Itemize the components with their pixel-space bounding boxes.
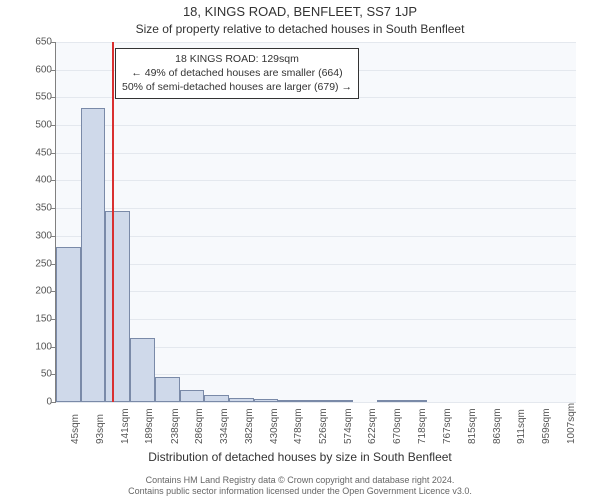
histogram-bar bbox=[180, 390, 205, 402]
y-tick-label: 0 bbox=[26, 397, 52, 408]
histogram-bar bbox=[81, 108, 106, 402]
y-tick-label: 500 bbox=[26, 120, 52, 131]
x-tick-label: 767sqm bbox=[442, 408, 453, 444]
x-tick-label: 45sqm bbox=[70, 414, 81, 444]
x-tick-label: 526sqm bbox=[318, 408, 329, 444]
y-tick-label: 250 bbox=[26, 258, 52, 269]
histogram-bar bbox=[402, 400, 427, 402]
histogram-bar bbox=[204, 395, 229, 402]
y-tick-label: 400 bbox=[26, 175, 52, 186]
x-tick-label: 1007sqm bbox=[566, 403, 577, 444]
y-tick-label: 450 bbox=[26, 147, 52, 158]
x-tick-label: 141sqm bbox=[120, 408, 131, 444]
chart-subtitle: Size of property relative to detached ho… bbox=[0, 22, 600, 36]
x-tick-label: 574sqm bbox=[343, 408, 354, 444]
x-tick-label: 959sqm bbox=[541, 408, 552, 444]
histogram-bar bbox=[377, 400, 402, 402]
histogram-bar bbox=[278, 400, 303, 402]
y-tick-label: 350 bbox=[26, 203, 52, 214]
y-axis-label-wrap: Number of detached properties bbox=[2, 0, 22, 420]
x-tick-label: 478sqm bbox=[293, 408, 304, 444]
footer-attribution: Contains HM Land Registry data © Crown c… bbox=[0, 475, 600, 497]
y-tick-label: 100 bbox=[26, 341, 52, 352]
x-axis-label: Distribution of detached houses by size … bbox=[0, 450, 600, 464]
histogram-bar bbox=[105, 211, 130, 402]
x-tick-label: 93sqm bbox=[95, 414, 106, 444]
x-tick-label: 334sqm bbox=[219, 408, 230, 444]
y-tick-label: 650 bbox=[26, 37, 52, 48]
x-tick-label: 815sqm bbox=[467, 408, 478, 444]
x-tick-label: 238sqm bbox=[170, 408, 181, 444]
x-tick-label: 622sqm bbox=[367, 408, 378, 444]
y-tick-label: 550 bbox=[26, 92, 52, 103]
y-tick-label: 600 bbox=[26, 64, 52, 75]
y-tick-label: 50 bbox=[26, 369, 52, 380]
histogram-bar bbox=[254, 399, 279, 402]
x-tick-label: 189sqm bbox=[144, 408, 155, 444]
x-tick-label: 718sqm bbox=[417, 408, 428, 444]
x-tick-label: 670sqm bbox=[392, 408, 403, 444]
x-tick-label: 863sqm bbox=[492, 408, 503, 444]
x-tick-label: 911sqm bbox=[516, 409, 527, 444]
annotation-line-2: ← 49% of detached houses are smaller (66… bbox=[122, 66, 352, 80]
page-title: 18, KINGS ROAD, BENFLEET, SS7 1JP bbox=[0, 4, 600, 19]
x-tick-label: 286sqm bbox=[194, 408, 205, 444]
annotation-line-3: 50% of semi-detached houses are larger (… bbox=[122, 80, 352, 94]
x-tick-label: 430sqm bbox=[269, 408, 280, 444]
chart-container: 18, KINGS ROAD, BENFLEET, SS7 1JP Size o… bbox=[0, 0, 600, 500]
histogram-bar bbox=[56, 247, 81, 402]
footer-line-2: Contains public sector information licen… bbox=[0, 486, 600, 497]
annotation-box: 18 KINGS ROAD: 129sqm ← 49% of detached … bbox=[115, 48, 359, 99]
annotation-line-1: 18 KINGS ROAD: 129sqm bbox=[122, 52, 352, 66]
gridline bbox=[56, 402, 576, 403]
histogram-bar bbox=[229, 398, 254, 402]
histogram-bar bbox=[328, 400, 353, 402]
x-tick-label: 382sqm bbox=[244, 408, 255, 444]
histogram-bar bbox=[303, 400, 328, 402]
property-marker-line bbox=[112, 42, 114, 402]
y-tick-label: 300 bbox=[26, 230, 52, 241]
footer-line-1: Contains HM Land Registry data © Crown c… bbox=[0, 475, 600, 486]
y-tick-label: 200 bbox=[26, 286, 52, 297]
histogram-bar bbox=[130, 338, 155, 402]
histogram-bar bbox=[155, 377, 180, 402]
y-tick-label: 150 bbox=[26, 313, 52, 324]
